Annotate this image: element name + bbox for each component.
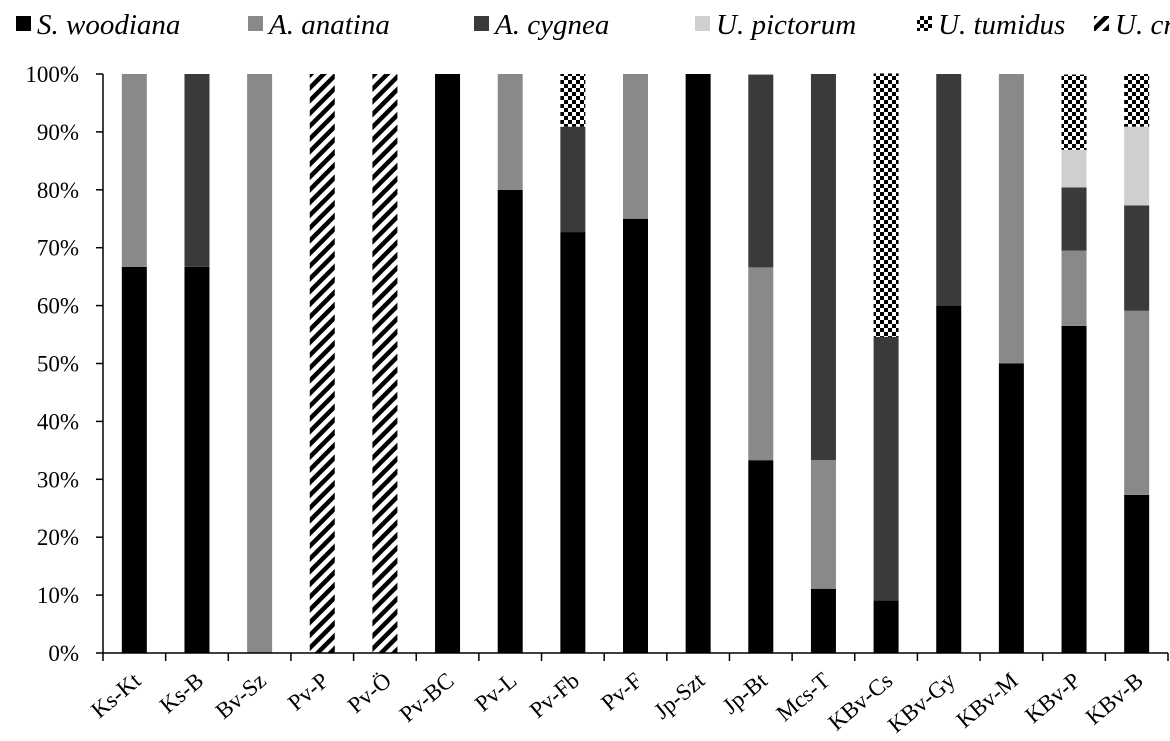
- x-category-label: KBv-Cs: [823, 668, 897, 736]
- bar-segment-u-tumidus-pv-fb: [560, 74, 586, 127]
- legend-item-a-anatina: A. anatina: [248, 9, 390, 41]
- bar-segment-a-cygnea-jp-bt: [748, 74, 774, 268]
- bar-segment-s-woodiana-jp-szt: [685, 74, 711, 653]
- legend-label: U. crassus: [1115, 9, 1170, 41]
- bar-segment-a-cygnea-mcs-t: [810, 74, 836, 461]
- x-category-label: Bv-Sz: [211, 668, 271, 724]
- bar-segment-a-anatina-pv-l: [497, 74, 523, 190]
- bar-segment-s-woodiana-ks-kt: [121, 266, 147, 653]
- bar-segment-a-cygnea-kbv-b: [1124, 205, 1150, 311]
- legend-item-s-woodiana: S. woodiana: [16, 9, 180, 41]
- bar-segment-s-woodiana-pv-fb: [560, 232, 586, 653]
- axis-ticks: [96, 73, 1169, 661]
- bar-segment-a-anatina-bv-sz: [247, 74, 273, 653]
- x-category-label: Ks-Kt: [86, 667, 146, 723]
- bar-segment-s-woodiana-jp-bt: [748, 460, 774, 653]
- x-category-label: Jp-Bt: [718, 667, 773, 719]
- y-tick-label: 40%: [37, 409, 79, 434]
- bar-segment-a-cygnea-kbv-p: [1061, 187, 1087, 251]
- legend-item-u-tumidus: U. tumidus: [917, 9, 1065, 41]
- legend-swatch: [917, 16, 932, 31]
- y-tick-label: 100%: [25, 62, 79, 87]
- bar-segment-u-tumidus-kbv-cs: [873, 73, 899, 337]
- bar-segment-s-woodiana-pv-l: [497, 189, 523, 654]
- legend-item-u-crassus: U. crassus: [1094, 9, 1170, 41]
- legend-swatch: [16, 16, 31, 31]
- legend-label: S. woodiana: [37, 9, 180, 41]
- bar-segment-u-crassus-pv-p: [309, 74, 335, 653]
- legend-item-u-pictorum: U. pictorum: [695, 9, 856, 41]
- legend-swatch: [695, 16, 710, 31]
- y-tick-label: 90%: [37, 120, 79, 145]
- legend-swatch: [1094, 16, 1109, 31]
- bar-segment-u-tumidus-kbv-b: [1124, 74, 1150, 127]
- bar-segment-s-woodiana-mcs-t: [810, 588, 836, 653]
- bar-segment-s-woodiana-kbv-p: [1061, 325, 1087, 653]
- y-tick-label: 0%: [48, 641, 79, 666]
- legend-label: A. cygnea: [493, 9, 609, 41]
- x-category-label: Ks-B: [155, 668, 208, 718]
- bar-segment-a-anatina-pv-f: [623, 74, 648, 219]
- legend: S. woodiana A. anatina A. cygnea U. pictoru…: [16, 9, 1170, 41]
- bar-segment-s-woodiana-pv-f: [623, 218, 648, 653]
- x-category-label: Pv-P: [283, 668, 333, 716]
- x-category-label: Pv-L: [470, 668, 521, 717]
- x-category-label: KBv-P: [1020, 668, 1085, 728]
- legend-swatch: [474, 16, 489, 31]
- bar-segment-u-pictorum-kbv-p: [1061, 149, 1087, 188]
- legend-swatch: [248, 16, 263, 31]
- bar-segment-s-woodiana-pv-bc: [435, 74, 461, 653]
- y-tick-label: 20%: [37, 525, 79, 550]
- x-category-label: KBv-M: [952, 668, 1023, 733]
- x-category-label: KBv-Gy: [883, 667, 960, 737]
- legend-label: A. anatina: [267, 9, 390, 41]
- bar-segment-u-crassus-pv: [372, 74, 398, 653]
- x-axis-category-labels: Ks-Kt Ks-B Bv-Sz Pv-P Pv-ÖPv-BC Pv-L Pv-Fb Pv-F…: [86, 667, 1148, 737]
- bar-segment-s-woodiana-kbv-gy: [936, 305, 962, 653]
- x-category-label: Pv-Fb: [525, 668, 584, 723]
- bar-segment-s-woodiana-ks-b: [184, 266, 210, 653]
- y-tick-label: 80%: [37, 178, 79, 203]
- legend-label: U. tumidus: [938, 9, 1065, 41]
- bar-segment-a-anatina-jp-bt: [748, 267, 774, 461]
- x-category-label: Pv-F: [596, 668, 646, 716]
- bar-segment-s-woodiana-kbv-m: [998, 363, 1024, 653]
- x-category-label: Pv-Ö: [343, 668, 396, 718]
- bar-segment-u-pictorum-kbv-b: [1124, 126, 1150, 206]
- bar-segment-a-anatina-kbv-b: [1124, 310, 1150, 495]
- bar-segment-a-anatina-mcs-t: [810, 460, 836, 589]
- bar-segment-s-woodiana-kbv-b: [1124, 494, 1150, 653]
- bar-segment-a-cygnea-pv-fb: [560, 126, 586, 233]
- bar-segment-a-anatina-kbv-p: [1061, 250, 1087, 326]
- y-tick-label: 70%: [37, 236, 79, 261]
- legend-item-a-cygnea: A. cygnea: [474, 9, 609, 41]
- bar-segment-s-woodiana-kbv-cs: [873, 600, 899, 653]
- bars: [121, 73, 1150, 654]
- x-category-label: KBv-B: [1081, 668, 1148, 730]
- x-category-label: Pv-BC: [395, 668, 459, 727]
- y-tick-label: 10%: [37, 583, 79, 608]
- bar-segment-a-anatina-kbv-m: [998, 74, 1024, 364]
- bar-segment-u-tumidus-kbv-p: [1061, 74, 1087, 150]
- bar-segment-a-cygnea-kbv-cs: [873, 336, 899, 601]
- legend-label: U. pictorum: [716, 9, 856, 41]
- bar-segment-a-cygnea-ks-b: [184, 74, 210, 267]
- bar-segment-a-anatina-ks-kt: [121, 74, 147, 267]
- y-axis-tick-labels: 0% 10% 20% 30% 40% 50% 60% 70% 80% 90% 100%: [25, 62, 79, 666]
- y-tick-label: 30%: [37, 467, 79, 492]
- x-category-label: Jp-Szt: [649, 667, 710, 724]
- bar-segment-a-cygnea-kbv-gy: [936, 74, 962, 306]
- y-tick-label: 50%: [37, 352, 79, 377]
- y-tick-label: 60%: [37, 294, 79, 319]
